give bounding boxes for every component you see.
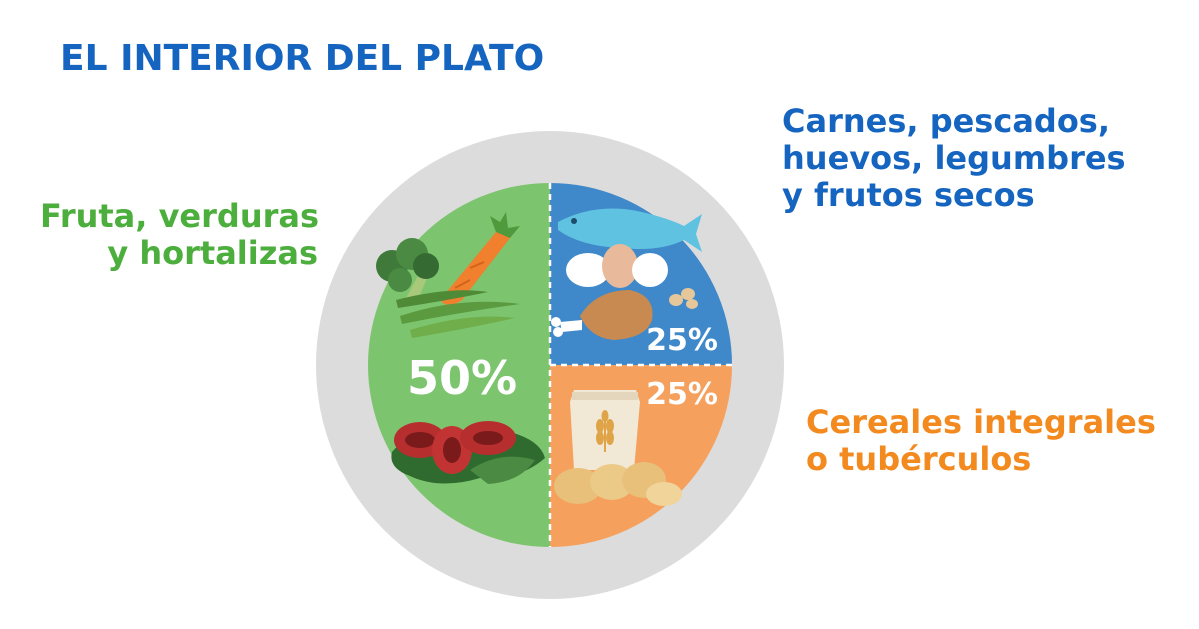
label-cereales-line-2: o tubérculos [806, 440, 1032, 478]
label-fruta-line-1: Fruta, verduras [40, 197, 320, 235]
green-bean-icon [396, 290, 520, 338]
label-cereales-tuberculos: Cereales integrales o tubérculos [806, 404, 1156, 478]
carrot-icon [440, 212, 520, 305]
potato-icon [554, 462, 682, 506]
label-carnes-line-1: Carnes, pescados, [782, 102, 1110, 140]
page-title: EL INTERIOR DEL PLATO [60, 38, 545, 79]
label-cereales-line-1: Cereales integrales [806, 403, 1156, 441]
percent-cereales-tuberculos: 25% [646, 377, 718, 412]
label-carnes-line-2: huevos, legumbres [782, 139, 1126, 177]
wheat-icon [596, 410, 614, 452]
tomato-icon [394, 421, 516, 474]
label-fruta-line-2: y hortalizas [107, 234, 318, 272]
label-fruta-verduras: Fruta, verduras y hortalizas [40, 197, 320, 272]
egg-icon [566, 244, 668, 288]
percent-carnes-pescados: 25% [646, 323, 718, 358]
percent-fruta-verduras: 50% [407, 351, 517, 405]
label-carnes-line-3: y frutos secos [782, 176, 1035, 214]
fish-icon [558, 208, 702, 252]
label-carnes-pescados: Carnes, pescados, huevos, legumbres y fr… [782, 103, 1126, 214]
broccoli-icon [376, 238, 439, 304]
chicken-icon [551, 290, 653, 340]
nut-icon [669, 288, 698, 309]
